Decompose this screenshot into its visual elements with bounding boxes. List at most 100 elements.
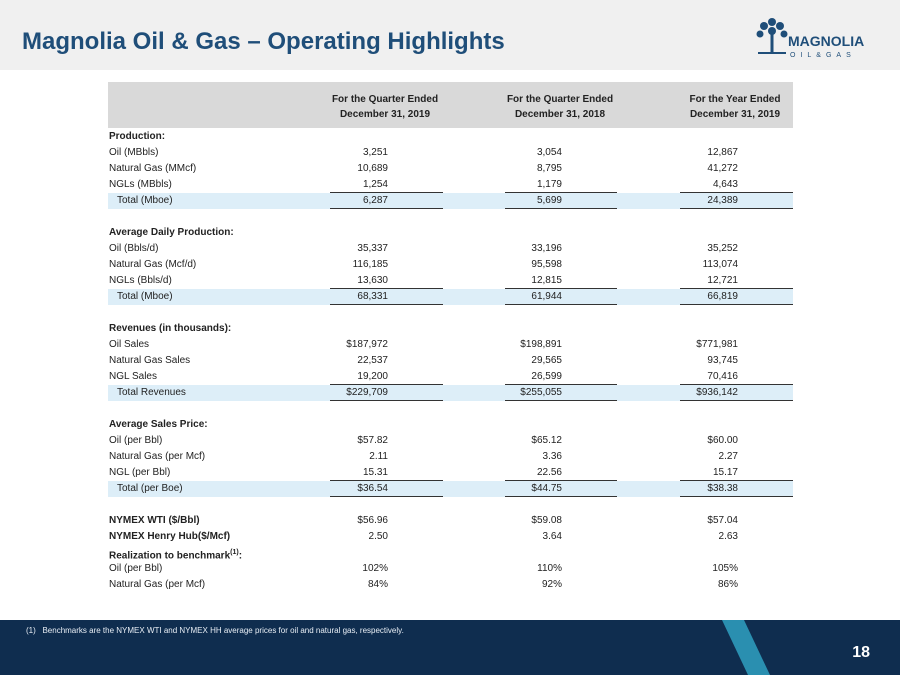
row-label: NYMEX Henry Hub($/Mcf): [109, 529, 230, 545]
row-value: 1,254: [362, 179, 388, 190]
row-label-text: Oil Sales: [109, 339, 150, 350]
row-value: $59.08: [531, 515, 562, 526]
row-label: Oil (MBbls): [109, 145, 158, 161]
row-value: 12,721: [707, 275, 738, 286]
footnote-text: Benchmarks are the NYMEX WTI and NYMEX H…: [42, 626, 404, 635]
row-label-text: Oil (MBbls): [109, 147, 159, 158]
rule-line: [680, 208, 793, 209]
row-value: 84%: [367, 579, 388, 590]
row-value: 12,815: [531, 275, 562, 286]
rule-line: [330, 496, 443, 497]
row-label: Natural Gas (Mcf/d): [109, 257, 196, 273]
row-value: 15.17: [712, 467, 738, 478]
row-label-text: Natural Gas (Mcf/d): [109, 259, 197, 270]
page-number: 18: [852, 644, 870, 661]
row-value: 22,537: [357, 355, 388, 366]
rule-line: [680, 480, 793, 481]
row-label-tail: :: [238, 550, 243, 562]
row-label-text: Oil (Bbls/d): [109, 243, 159, 254]
row-value: 116,185: [352, 259, 388, 270]
rule-line: [680, 304, 793, 305]
row-value: 5,699: [536, 195, 562, 206]
row-label-sup: (1): [230, 549, 239, 556]
row-value: 8,795: [536, 163, 562, 174]
rule-line: [330, 192, 443, 193]
row-label-text: Natural Gas Sales: [109, 355, 191, 366]
row-value: $229,709: [346, 387, 388, 398]
row-value: 26,599: [531, 371, 562, 382]
slide-title: Magnolia Oil & Gas – Operating Highlight…: [22, 28, 505, 55]
row-value: 10,689: [357, 163, 388, 174]
row-value: 3.36: [542, 451, 562, 462]
total-band: [108, 193, 793, 209]
rule-line: [505, 304, 617, 305]
row-label-text: NGLs (MBbls): [109, 179, 172, 190]
row-value: 35,337: [357, 243, 388, 254]
row-label-text: Oil (per Bbl): [109, 435, 163, 446]
row-label: NGL (per Bbl): [109, 465, 170, 481]
row-value: $60.00: [707, 435, 738, 446]
row-value: 92%: [541, 579, 562, 590]
row-value: 12,867: [707, 147, 738, 158]
row-value: 22.56: [536, 467, 562, 478]
column-header: December 31, 2019: [339, 109, 431, 120]
row-label: Average Daily Production:: [109, 225, 234, 241]
header-band: [0, 0, 900, 70]
row-label: NGLs (Bbls/d): [109, 273, 172, 289]
row-label-text: Realization to benchmark: [109, 550, 231, 562]
row-value: 3.64: [542, 531, 562, 542]
row-value: $38.38: [707, 483, 738, 494]
row-value: 2.50: [368, 531, 388, 542]
row-label: NGL Sales: [109, 369, 157, 385]
row-value: 61,944: [531, 291, 562, 302]
row-label-text: Total (per Boe): [117, 483, 183, 494]
column-header: December 31, 2019: [689, 109, 781, 120]
row-value: 66,819: [707, 291, 738, 302]
row-value: 110%: [537, 563, 562, 574]
row-value: 93,745: [707, 355, 738, 366]
row-value: 41,272: [707, 163, 738, 174]
row-value: 33,196: [531, 243, 562, 254]
rule-line: [330, 400, 443, 401]
row-value: 105%: [712, 563, 738, 574]
row-label: Natural Gas (MMcf): [109, 161, 196, 177]
row-label: Realization to benchmark(1):: [109, 545, 242, 564]
row-value: $255,055: [520, 387, 562, 398]
row-value: 6,287: [362, 195, 388, 206]
column-header: December 31, 2018: [514, 109, 606, 120]
row-value: $65.12: [531, 435, 562, 446]
row-label: Total (Mboe): [117, 289, 173, 305]
row-value: $44.75: [531, 483, 562, 494]
rule-line: [680, 288, 793, 289]
footnote: (1) Benchmarks are the NYMEX WTI and NYM…: [26, 626, 404, 635]
row-value: 1,179: [536, 179, 562, 190]
row-value: 35,252: [707, 243, 738, 254]
rule-line: [505, 288, 617, 289]
row-label: Natural Gas Sales: [109, 353, 190, 369]
row-value: 4,643: [712, 179, 738, 190]
row-label: Production:: [109, 129, 165, 145]
row-value: 102%: [362, 563, 388, 574]
row-value: 68,331: [357, 291, 388, 302]
row-label-text: NGL Sales: [109, 371, 157, 382]
rule-line: [505, 192, 617, 193]
row-value: $771,981: [696, 339, 738, 350]
row-value: $56.96: [357, 515, 388, 526]
row-label-text: NGL (per Bbl): [109, 467, 171, 478]
column-header: For the Quarter Ended: [506, 94, 614, 105]
row-value: 15.31: [362, 467, 388, 478]
row-label: Oil (per Bbl): [109, 561, 162, 577]
logo-tagline: OIL&GAS: [790, 52, 856, 59]
row-value: 2.11: [369, 451, 388, 462]
rule-line: [330, 208, 443, 209]
row-label: NYMEX WTI ($/Bbl): [109, 513, 200, 529]
row-value: 2.63: [718, 531, 738, 542]
column-header: For the Quarter Ended: [331, 94, 439, 105]
row-value: $198,891: [520, 339, 562, 350]
rule-line: [505, 400, 617, 401]
row-value: $57.82: [357, 435, 388, 446]
row-label-text: Average Sales Price:: [109, 419, 208, 430]
logo-name: MAGNOLIA: [788, 33, 864, 49]
rule-line: [680, 400, 793, 401]
